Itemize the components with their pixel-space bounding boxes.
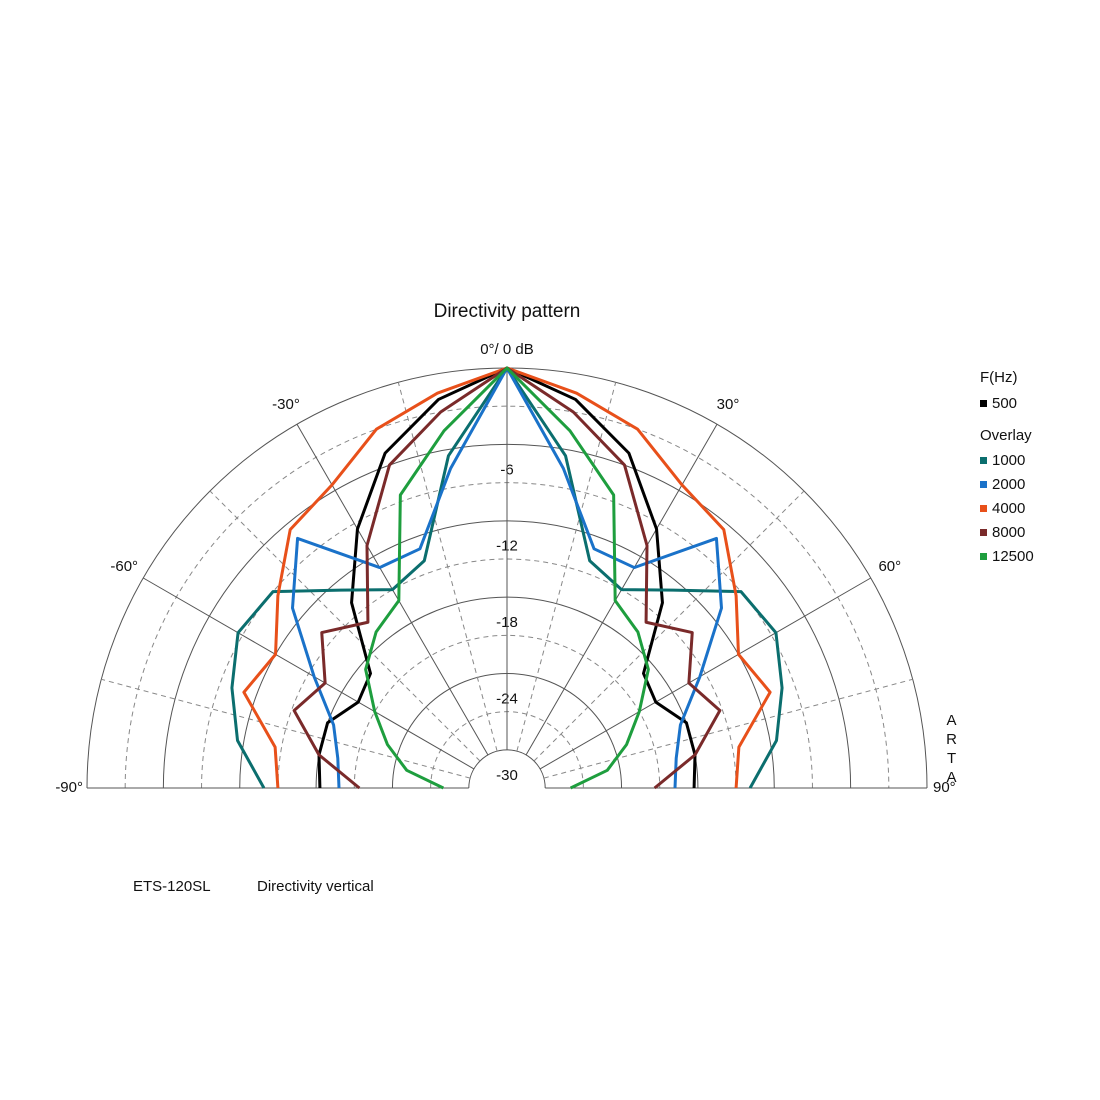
grid-ring-minor [277, 558, 737, 789]
series-line [364, 366, 650, 790]
legend-label: 2000 [992, 476, 1025, 493]
theta-tick-label: 30° [717, 396, 740, 413]
legend-title: F(Hz) [980, 369, 1018, 386]
legend-swatch [980, 481, 987, 488]
footer-text: Directivity vertical [257, 878, 374, 895]
watermark: ARTA [943, 712, 960, 788]
grid-spoke-minor [397, 382, 498, 752]
grid-spoke-minor [543, 678, 913, 779]
chart-title: Directivity pattern [434, 301, 581, 322]
theta-tick-label: -90° [55, 779, 83, 796]
legend-label: 12500 [992, 548, 1034, 565]
grid-spoke [539, 577, 871, 770]
legend-swatch [980, 505, 987, 512]
theta-tick-label: -30° [272, 396, 300, 413]
grid-ring-minor [124, 405, 890, 789]
grid-ring-minor [353, 634, 661, 789]
theta-tick-label: 90° [933, 779, 956, 796]
legend-label: 1000 [992, 452, 1025, 469]
grid-spoke-minor [516, 382, 617, 752]
overlay-label: Overlay [980, 427, 1032, 444]
legend-swatch [980, 400, 987, 407]
theta-tick-label: -60° [110, 558, 138, 575]
grid-spoke [143, 577, 475, 770]
theta-tick-label: 0°/ 0 dB [480, 341, 534, 358]
r-tick-label: -30 [496, 767, 518, 784]
theta-tick-label: 60° [878, 558, 901, 575]
legend-swatch [980, 457, 987, 464]
legend-label: 8000 [992, 524, 1025, 541]
legend-label: 500 [992, 395, 1017, 412]
footer-model: ETS-120SL [133, 878, 211, 895]
legend-swatch [980, 553, 987, 560]
legend-label: 4000 [992, 500, 1025, 517]
grid-spoke-minor [101, 678, 471, 779]
legend-swatch [980, 529, 987, 536]
